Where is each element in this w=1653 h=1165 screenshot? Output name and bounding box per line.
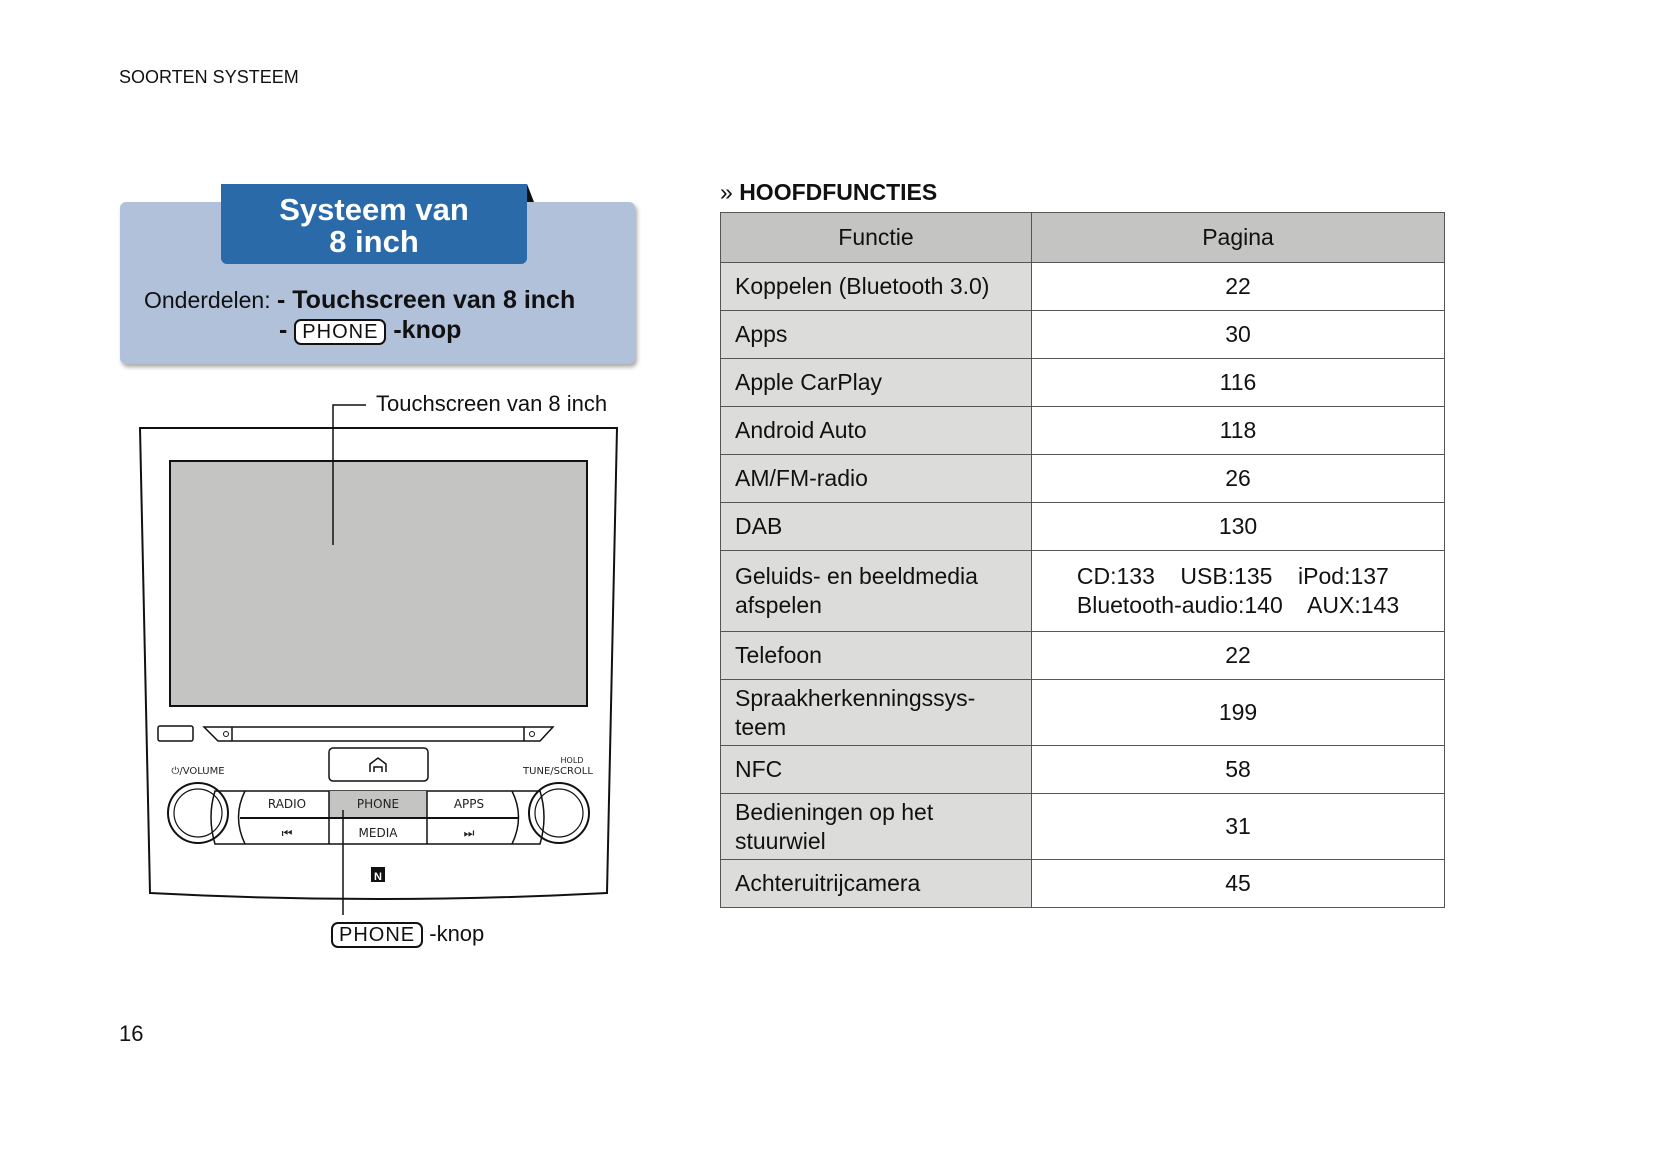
table-row: NFC 58 (720, 745, 1445, 794)
volume-knob (167, 782, 229, 844)
page-cell: 22 (1031, 631, 1445, 680)
title-line-2: 8 inch (329, 224, 419, 259)
double-chevron-icon: » (720, 179, 733, 205)
column-header: Pagina (1031, 212, 1445, 263)
function-cell: Apps (720, 310, 1032, 359)
table-row: AM/FM-radio 26 (720, 454, 1445, 503)
title-line-1: Systeem van (279, 192, 469, 227)
table-row: Android Auto 118 (720, 406, 1445, 455)
tune-label: TUNE/SCROLL (522, 766, 593, 777)
table-row: Spraakherkenningssys-teem 199 (720, 679, 1445, 746)
disc-slot (202, 726, 555, 742)
page-cell: 116 (1031, 358, 1445, 407)
head-unit-diagram: N RADIO PHONE APPS MEDIA ⏮ ⏭ ⏻/VOLUME HO… (138, 404, 619, 915)
functions-table: Functie Pagina Koppelen (Bluetooth 3.0) 2… (720, 212, 1445, 908)
phone-key-icon: PHONE (331, 922, 424, 948)
phone-button-callout: PHONE -knop (331, 921, 484, 948)
function-cell: NFC (720, 745, 1032, 794)
table-row: Bedieningen op het stuurwiel 31 (720, 793, 1445, 860)
media-button: MEDIA (359, 826, 399, 840)
function-cell: Apple CarPlay (720, 358, 1032, 407)
page-cell: 199 (1031, 679, 1445, 746)
system-title: Systeem van 8 inch (221, 184, 527, 264)
touchscreen-callout: Touchscreen van 8 inch (376, 391, 608, 416)
nfc-icon (371, 867, 385, 882)
function-cell: Spraakherkenningssys-teem (720, 679, 1032, 746)
page-cell: 45 (1031, 859, 1445, 908)
page-cell: 130 (1031, 502, 1445, 551)
next-track-icon: ⏭ (464, 826, 475, 840)
parts-label: Onderdelen: (144, 287, 271, 313)
volume-label: ⏻/VOLUME (171, 766, 224, 777)
function-cell: DAB (720, 502, 1032, 551)
page-cell: 118 (1031, 406, 1445, 455)
page-number: 16 (119, 1021, 144, 1046)
table-row: Achteruitrijcamera 45 (720, 859, 1445, 908)
touchscreen (169, 460, 588, 707)
table-row: Telefoon 22 (720, 631, 1445, 680)
svg-text:N: N (374, 871, 382, 883)
prev-track-icon: ⏮ (282, 826, 293, 840)
phone-key-icon: PHONE (294, 319, 387, 345)
table-row: Geluids- en beeldmedia afspelen CD:133 US… (720, 550, 1445, 632)
function-cell: Geluids- en beeldmedia afspelen (720, 550, 1032, 632)
section-header: SOORTEN SYSTEEM (119, 67, 299, 87)
function-cell: Koppelen (Bluetooth 3.0) (720, 262, 1032, 311)
page-cell: 22 (1031, 262, 1445, 311)
function-cell: Bedieningen op het stuurwiel (720, 793, 1032, 860)
callout-line (332, 404, 366, 545)
parts-line-1: Onderdelen: - Touchscreen van 8 inch (144, 283, 575, 318)
radio-button: RADIO (268, 797, 306, 811)
tune-knob (528, 782, 590, 844)
page-cell: 26 (1031, 454, 1445, 503)
eject-button (157, 725, 194, 742)
parts-line-2: - PHONE -knop (279, 316, 461, 345)
page-refs-line-2: Bluetooth-audio:140 AUX:143 (1076, 592, 1400, 618)
table-row: DAB 130 (720, 502, 1445, 551)
heading-text: HOOFDFUNCTIES (739, 179, 938, 205)
part2-prefix: - (279, 316, 288, 344)
home-button (328, 747, 429, 782)
phone-callout-suffix: -knop (429, 921, 485, 946)
tab-corner (527, 184, 534, 202)
function-cell: Android Auto (720, 406, 1032, 455)
table-row: Apps 30 (720, 310, 1445, 359)
page-cell: CD:133 USB:135 iPod:137 Bluetooth-audio:1… (1031, 550, 1445, 632)
button-bar (210, 790, 545, 845)
page-cell: 58 (1031, 745, 1445, 794)
function-cell: Achteruitrijcamera (720, 859, 1032, 908)
unit-outline (138, 427, 619, 900)
function-cell: Telefoon (720, 631, 1032, 680)
hold-label: HOLD (561, 756, 584, 765)
apps-button: APPS (454, 797, 484, 811)
function-cell: AM/FM-radio (720, 454, 1032, 503)
part2-suffix: -knop (393, 316, 462, 344)
table-row: Apple CarPlay 116 (720, 358, 1445, 407)
home-icon (369, 757, 387, 772)
page-cell: 30 (1031, 310, 1445, 359)
column-header: Functie (720, 212, 1032, 263)
functions-heading: » HOOFDFUNCTIES (720, 179, 937, 206)
part-touchscreen: - Touchscreen van 8 inch (276, 286, 576, 314)
page-cell: 31 (1031, 793, 1445, 860)
page-refs-line-1: CD:133 USB:135 iPod:137 (1076, 563, 1389, 589)
phone-button: PHONE (357, 797, 399, 811)
table-row: Koppelen (Bluetooth 3.0) 22 (720, 262, 1445, 311)
